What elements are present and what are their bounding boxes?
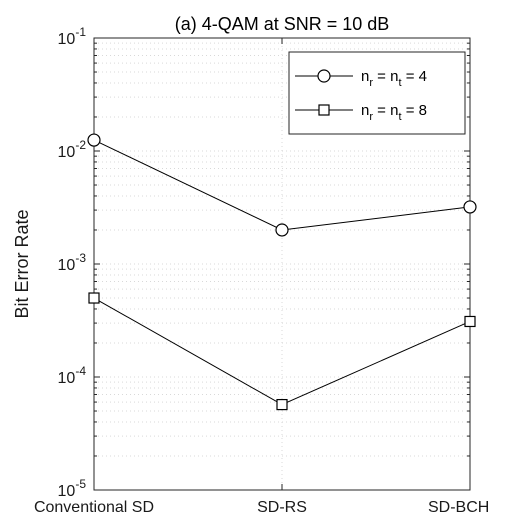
legend-box: [288, 51, 466, 135]
data-point-nr8: [276, 398, 288, 411]
y-tick-label: 10-3: [58, 251, 87, 274]
x-tick-label: Conventional SD: [34, 499, 154, 516]
data-point-nr8: [464, 315, 476, 328]
data-point-nr4: [275, 223, 289, 237]
legend: nr = nt = 4 nr = nt = 8: [288, 51, 466, 135]
y-tick-label: 10-4: [58, 364, 87, 387]
y-tick-label: 10-5: [58, 477, 87, 500]
y-tick-label: 10-2: [58, 138, 87, 161]
data-point-nr4: [87, 133, 101, 147]
legend-label-nr8: nr = nt = 8: [361, 102, 427, 123]
y-axis-label: Bit Error Rate: [12, 209, 32, 318]
x-tick-label: SD-RS: [257, 499, 307, 516]
x-tick-label: SD-BCH: [428, 499, 489, 516]
data-point-nr4: [463, 200, 477, 214]
y-tick-label: 10-1: [58, 25, 87, 48]
series-layer: [87, 133, 477, 411]
legend-marker-nr4: [317, 69, 331, 83]
legend-marker-nr8: [318, 104, 330, 116]
data-point-nr8: [88, 292, 100, 304]
chart-title: (a) 4-QAM at SNR = 10 dB: [175, 14, 390, 34]
legend-label-nr4: nr = nt = 4: [361, 68, 427, 89]
